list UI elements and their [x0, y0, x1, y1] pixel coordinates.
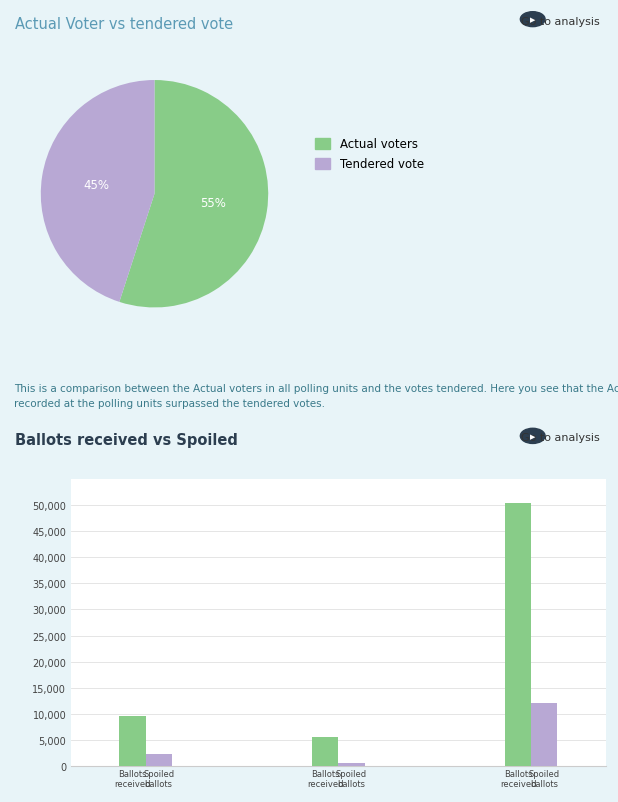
Wedge shape: [41, 81, 154, 302]
Bar: [339, 763, 365, 766]
Text: This is a comparison between the Actual voters in all polling units and the vote: This is a comparison between the Actual …: [14, 383, 618, 408]
Text: Go to analysis: Go to analysis: [521, 17, 599, 26]
Bar: [531, 703, 557, 766]
Text: Actual Voter vs tendered vote: Actual Voter vs tendered vote: [15, 17, 234, 32]
Text: ▶: ▶: [530, 433, 535, 439]
Bar: [146, 755, 172, 766]
Circle shape: [520, 429, 545, 444]
Circle shape: [520, 13, 545, 27]
Text: 45%: 45%: [83, 179, 109, 192]
Text: Go to analysis: Go to analysis: [521, 433, 599, 443]
Bar: [119, 716, 146, 766]
Text: Ballots received vs Spoiled: Ballots received vs Spoiled: [15, 433, 239, 448]
Bar: [312, 737, 339, 766]
Bar: [505, 503, 531, 766]
Wedge shape: [119, 81, 268, 308]
Text: ▶: ▶: [530, 17, 535, 23]
Legend: Actual voters, Tendered vote: Actual voters, Tendered vote: [315, 138, 424, 172]
Text: 55%: 55%: [200, 197, 226, 210]
